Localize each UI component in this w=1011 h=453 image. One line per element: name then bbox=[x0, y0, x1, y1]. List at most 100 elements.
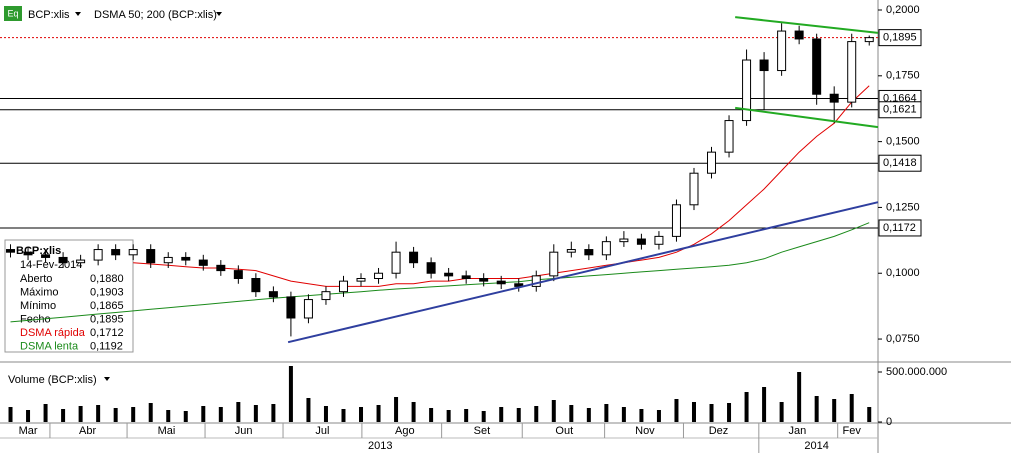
volume-bar bbox=[691, 402, 696, 422]
dropdown-arrow[interactable] bbox=[75, 12, 81, 16]
candle-body bbox=[461, 275, 471, 280]
volume-bar bbox=[8, 407, 13, 422]
candle-body bbox=[391, 251, 401, 274]
candle-body bbox=[268, 291, 278, 298]
dropdown-arrow[interactable] bbox=[104, 377, 110, 381]
info-label: DSMA lenta bbox=[20, 340, 79, 352]
candle-body bbox=[233, 270, 243, 280]
symbol-icon[interactable] bbox=[4, 6, 22, 21]
y-tick-label: 0,1250 bbox=[886, 201, 920, 213]
candle-body bbox=[759, 59, 769, 72]
candle-body bbox=[181, 256, 191, 261]
volume-bar bbox=[814, 396, 819, 422]
info-box bbox=[4, 239, 134, 353]
candle-body bbox=[619, 238, 629, 243]
x-tick-label: Abr bbox=[79, 425, 96, 437]
candle-body bbox=[251, 278, 261, 293]
info-value: 0,1192 bbox=[90, 340, 123, 352]
candle-body bbox=[496, 280, 506, 285]
candle-body bbox=[566, 249, 576, 253]
info-value: 0,1895 bbox=[90, 313, 124, 325]
info-label: Máximo bbox=[20, 286, 59, 298]
volume-bar bbox=[429, 408, 434, 422]
candle-body bbox=[864, 37, 874, 43]
candle-body bbox=[93, 249, 103, 261]
candle-body bbox=[829, 93, 839, 103]
volume-bar bbox=[797, 372, 802, 422]
info-value: 0,1903 bbox=[90, 286, 124, 298]
candle-body bbox=[707, 151, 717, 174]
candle-body bbox=[601, 241, 611, 256]
y-tick-label: 0 bbox=[886, 416, 892, 428]
candle-body bbox=[794, 30, 804, 40]
candle-body bbox=[356, 278, 366, 282]
year-label: 2013 bbox=[368, 440, 392, 452]
volume-bar bbox=[411, 402, 416, 422]
x-tick-label: Jul bbox=[315, 425, 329, 437]
last-price-label: 0,1895 bbox=[883, 32, 917, 44]
x-tick-label: Jun bbox=[235, 425, 253, 437]
candle-body bbox=[128, 249, 138, 256]
info-value: 0,1880 bbox=[90, 273, 124, 285]
y-tick-label: 0,1000 bbox=[886, 267, 920, 279]
candle-body bbox=[724, 120, 734, 153]
volume-bar bbox=[323, 406, 328, 422]
info-label: Aberto bbox=[20, 273, 52, 285]
volume-bar bbox=[43, 404, 48, 422]
candle-body bbox=[549, 251, 559, 277]
y-tick-label: 0,2000 bbox=[886, 4, 920, 16]
info-value: 0,1712 bbox=[90, 327, 124, 339]
candle-body bbox=[321, 291, 331, 301]
volume-bar bbox=[674, 399, 679, 422]
candle-body bbox=[479, 278, 489, 282]
y-tick-label: 500.000.000 bbox=[886, 366, 947, 378]
volume-bar bbox=[78, 406, 83, 422]
candle-body bbox=[847, 41, 857, 103]
dropdown-arrow[interactable] bbox=[216, 12, 222, 16]
candle-body bbox=[426, 262, 436, 274]
volume-bar bbox=[516, 408, 521, 422]
candle-body bbox=[636, 238, 646, 245]
candle-body bbox=[6, 249, 16, 253]
x-tick-label: Mar bbox=[19, 425, 38, 437]
level-label: 0,1172 bbox=[883, 222, 916, 234]
last-price-box bbox=[878, 29, 922, 47]
volume-bar bbox=[236, 402, 241, 422]
moving-average-line bbox=[10, 222, 870, 323]
volume-bar bbox=[376, 405, 381, 422]
candle-body bbox=[514, 283, 524, 287]
candle-body bbox=[198, 259, 208, 266]
volume-bar bbox=[867, 407, 872, 422]
volume-bar bbox=[26, 410, 31, 422]
volume-bar bbox=[131, 407, 136, 422]
candle-body bbox=[41, 254, 51, 258]
volume-bar bbox=[551, 400, 556, 422]
volume-bar bbox=[113, 408, 118, 422]
candle-body bbox=[654, 235, 664, 245]
info-label: Mínimo bbox=[20, 300, 56, 312]
indicator-label[interactable]: DSMA 50; 200 (BCP:xlis) bbox=[94, 9, 217, 21]
x-tick-label: Nov bbox=[635, 425, 655, 437]
candle-body bbox=[409, 251, 419, 264]
trendline bbox=[735, 106, 879, 129]
trendline bbox=[287, 201, 879, 344]
candle-body bbox=[23, 251, 33, 256]
x-tick-label: Dez bbox=[709, 425, 729, 437]
symbol-label[interactable]: BCP:xlis bbox=[28, 9, 70, 21]
volume-bar bbox=[849, 394, 854, 422]
level-label-box bbox=[878, 219, 922, 237]
volume-bar bbox=[832, 399, 837, 422]
volume-bar bbox=[762, 387, 767, 422]
volume-bar bbox=[359, 407, 364, 422]
candle-body bbox=[742, 59, 752, 122]
volume-bar bbox=[464, 409, 469, 422]
volume-bar bbox=[569, 405, 574, 422]
symbol-icon-text: Eq bbox=[7, 8, 18, 18]
x-tick-label: Mai bbox=[158, 425, 176, 437]
info-label: DSMA rápida bbox=[20, 327, 86, 339]
volume-bar bbox=[779, 402, 784, 422]
level-label-box bbox=[878, 101, 922, 119]
y-tick-label: 0,1500 bbox=[886, 136, 920, 148]
volume-bar bbox=[166, 410, 171, 422]
